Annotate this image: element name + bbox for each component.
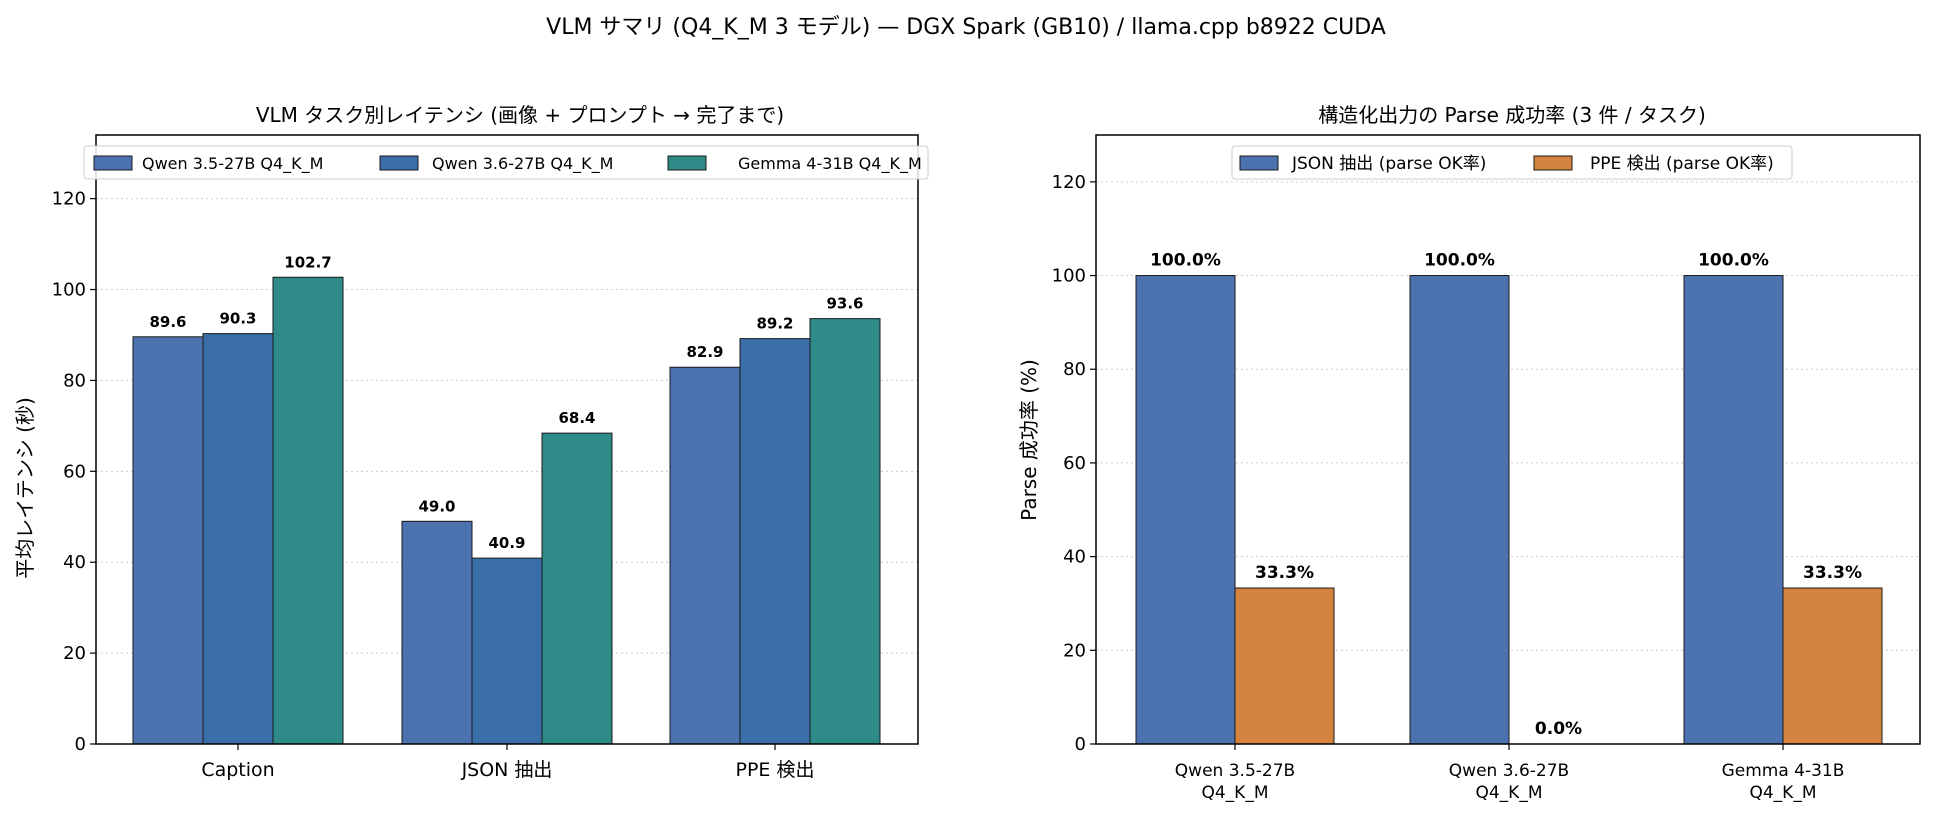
data-label: 49.0: [418, 497, 455, 515]
y-tick-label: 80: [63, 370, 86, 391]
y-tick-label: 40: [63, 552, 86, 573]
y-tick-label: 20: [1063, 640, 1086, 661]
plot-frame: [1095, 134, 1921, 745]
chart-parse-rate: 構造化出力の Parse 成功率 (3 件 / タスク) Parse 成功率 (…: [1017, 103, 1921, 803]
y-tick-label: 120: [52, 189, 86, 210]
y-tick-label: 120: [1052, 172, 1086, 193]
legend-label: Qwen 3.6-27B Q4_K_M: [432, 154, 613, 174]
bar: [541, 432, 613, 745]
y-axis-label: Parse 成功率 (%): [1017, 359, 1041, 521]
legend-label: JSON 抽出 (parse OK率): [1291, 154, 1486, 174]
legend-label: Gemma 4-31B Q4_K_M: [738, 154, 922, 174]
legend-label: Qwen 3.5-27B Q4_K_M: [142, 154, 323, 174]
bar: [471, 557, 543, 745]
bar: [739, 338, 811, 745]
data-label: 90.3: [219, 310, 256, 328]
bar: [1135, 275, 1236, 745]
legend-swatch: [379, 155, 419, 171]
y-tick-label: 0: [1075, 734, 1086, 755]
x-tick-label: PPE 検出: [736, 759, 815, 781]
bar: [1409, 275, 1510, 745]
data-label: 33.3%: [1803, 563, 1862, 583]
bar: [1782, 587, 1883, 745]
legend-swatch: [93, 155, 133, 171]
bar: [669, 366, 741, 745]
y-axis-label: 平均レイテンシ (秒): [13, 397, 37, 579]
y-tick-label: 20: [63, 643, 86, 664]
data-label: 40.9: [488, 534, 525, 552]
data-label: 100.0%: [1698, 251, 1769, 271]
data-label: 89.2: [756, 315, 793, 333]
data-label: 93.6: [826, 295, 863, 313]
legend-frame: [1231, 145, 1793, 180]
legend-label: PPE 検出 (parse OK率): [1590, 154, 1774, 174]
y-tick-label: 100: [1052, 266, 1086, 287]
y-tick-label: 0: [75, 734, 86, 755]
bar: [1234, 587, 1335, 745]
bar: [401, 520, 473, 745]
chart-title: VLM タスク別レイテンシ (画像 + プロンプト → 完了まで): [256, 103, 784, 127]
bar: [202, 333, 274, 745]
y-tick-label: 60: [1063, 453, 1086, 474]
figure-title: VLM サマリ (Q4_K_M 3 モデル) — DGX Spark (GB10…: [546, 15, 1386, 40]
data-label: 89.6: [149, 313, 186, 331]
y-tick-label: 80: [1063, 359, 1086, 380]
legend-swatch: [1239, 155, 1279, 171]
y-tick-label: 100: [52, 280, 86, 301]
x-tick-label: Qwen 3.5-27B Q4_K_M: [1175, 761, 1295, 803]
bar: [809, 318, 881, 745]
bar: [272, 276, 344, 745]
data-label: 100.0%: [1150, 251, 1221, 271]
x-tick-label: Caption: [201, 759, 274, 781]
x-tick-label: Gemma 4-31B Q4_K_M: [1722, 761, 1845, 803]
legend: JSON 抽出 (parse OK率) PPE 検出 (parse OK率): [1231, 145, 1793, 180]
data-label: 100.0%: [1424, 251, 1495, 271]
legend-swatch: [1533, 155, 1573, 171]
chart-title: 構造化出力の Parse 成功率 (3 件 / タスク): [1318, 103, 1706, 127]
chart-latency: VLM タスク別レイテンシ (画像 + プロンプト → 完了まで) 平均レイテン…: [13, 103, 929, 781]
bar: [132, 336, 204, 745]
legend-frame: [83, 145, 929, 180]
data-label: 0.0%: [1535, 719, 1582, 739]
data-label: 102.7: [284, 253, 331, 271]
data-label: 68.4: [558, 409, 595, 427]
y-tick-label: 40: [1063, 547, 1086, 568]
data-label: 33.3%: [1255, 563, 1314, 583]
y-tick-label: 60: [63, 461, 86, 482]
x-tick-label: JSON 抽出: [461, 759, 553, 781]
legend: Qwen 3.5-27B Q4_K_M Qwen 3.6-27B Q4_K_M Ge…: [83, 145, 929, 180]
data-label: 82.9: [686, 343, 723, 361]
x-tick-label: Qwen 3.6-27B Q4_K_M: [1449, 761, 1569, 803]
legend-swatch: [667, 155, 707, 171]
bar: [1683, 275, 1784, 745]
